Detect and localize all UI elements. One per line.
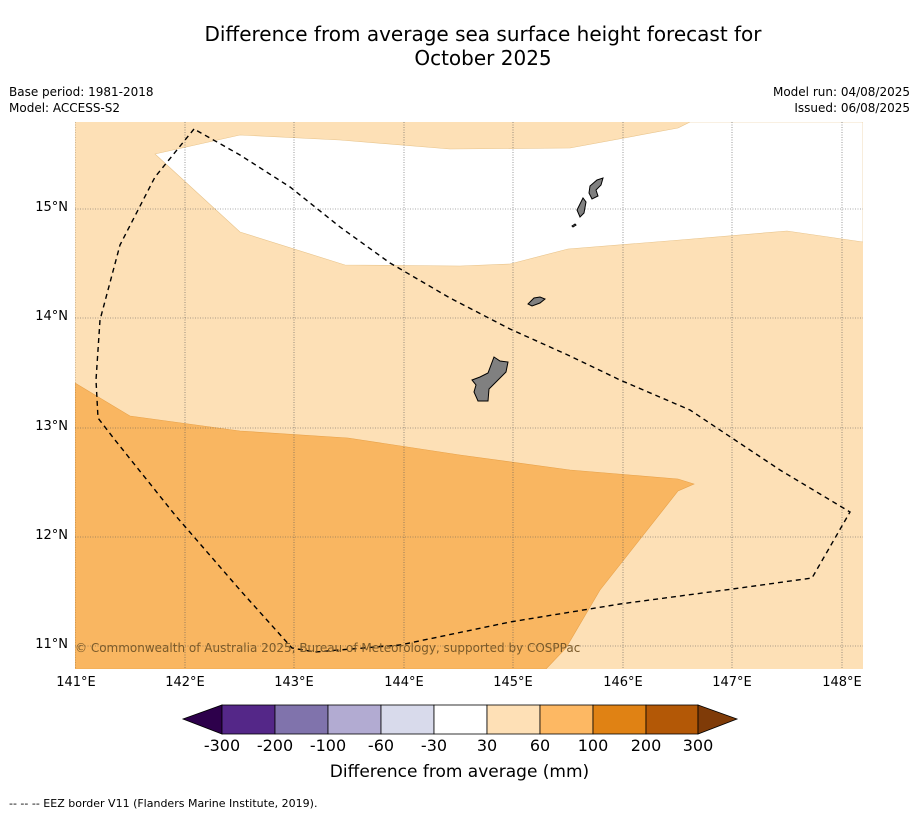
colorbar-swatch-9: [645, 704, 699, 735]
eez-border: [95, 128, 851, 653]
lon-label-141e: 141°E: [56, 675, 96, 690]
lon-label-145e: 145°E: [493, 675, 533, 690]
colorbar-swatch-6: [486, 704, 541, 735]
eez-legend-note: -- -- -- EEZ border V11 (Flanders Marine…: [9, 797, 318, 810]
chart-title: Difference from average sea surface heig…: [0, 22, 919, 70]
lat-label-13n: 13°N: [35, 419, 68, 434]
title-line-1: Difference from average sea surface heig…: [204, 22, 762, 46]
colorbar-swatch-4: [380, 704, 435, 735]
neutral-region: [154, 122, 863, 267]
lat-label-15n: 15°N: [35, 200, 68, 215]
colorbar-tick: -200: [256, 736, 294, 755]
colorbar: [181, 704, 739, 735]
island-saipan: [588, 177, 604, 200]
lon-label-146e: 146°E: [603, 675, 643, 690]
lat-label-14n: 14°N: [35, 309, 68, 324]
colorbar-title: Difference from average (mm): [329, 762, 590, 782]
band-60-100: [75, 382, 695, 669]
colorbar-tick: -100: [309, 736, 347, 755]
colorbar-swatch-5: [433, 704, 488, 735]
island-tinian: [576, 197, 587, 218]
copyright-notice: © Commonwealth of Australia 2025, Bureau…: [75, 641, 581, 655]
lat-label-11n: 11°N: [35, 637, 68, 652]
colorbar-swatch-7: [539, 704, 594, 735]
lon-label-147e: 147°E: [712, 675, 752, 690]
island-guam: [471, 356, 509, 402]
colorbar-tick: -60: [367, 736, 395, 755]
lon-label-144e: 144°E: [384, 675, 424, 690]
colorbar-swatch-8: [592, 704, 647, 735]
graticule: [75, 122, 863, 669]
colorbar-tick: 200: [630, 736, 662, 755]
colorbar-tick: 100: [577, 736, 609, 755]
colorbar-tick: 300: [682, 736, 714, 755]
lon-label-143e: 143°E: [274, 675, 314, 690]
lat-label-12n: 12°N: [35, 528, 68, 543]
meta-right: Model run: 04/08/2025 Issued: 06/08/2025: [773, 84, 910, 116]
colorbar-tick: -300: [203, 736, 241, 755]
colorbar-tick: 30: [476, 736, 498, 755]
island-aguijan: [571, 223, 577, 228]
colorbar-max-arrow: [697, 704, 739, 735]
colorbar-tick: -30: [420, 736, 448, 755]
base-period: Base period: 1981-2018: [9, 85, 154, 99]
model-run: Model run: 04/08/2025: [772, 85, 910, 99]
islands: [471, 177, 604, 402]
colorbar-tick: 60: [529, 736, 551, 755]
meta-left: Base period: 1981-2018 Model: ACCESS-S2: [9, 84, 154, 116]
lon-label-148e: 148°E: [822, 675, 862, 690]
model-name: Model: ACCESS-S2: [9, 101, 121, 115]
colorbar-swatch-1: [221, 704, 276, 735]
colorbar-swatch-2: [274, 704, 329, 735]
issued-date: Issued: 06/08/2025: [794, 101, 910, 115]
lon-label-142e: 142°E: [165, 675, 205, 690]
colorbar-min-arrow: [181, 704, 223, 735]
title-line-2: October 2025: [414, 46, 552, 70]
colorbar-swatch-3: [327, 704, 382, 735]
island-rota: [527, 296, 546, 307]
